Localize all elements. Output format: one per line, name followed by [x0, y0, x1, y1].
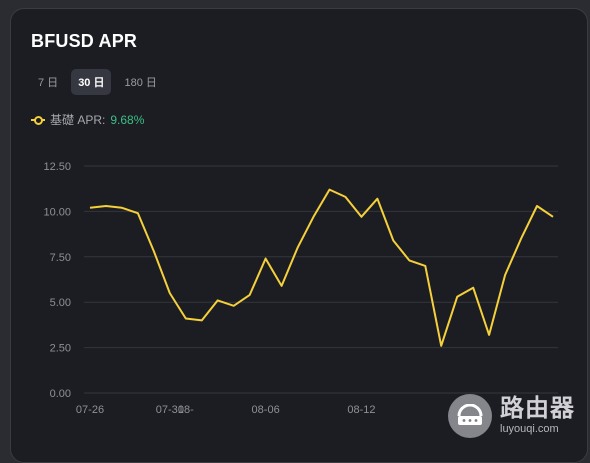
tab-180-days[interactable]: 180 日 [124, 77, 157, 89]
y-tick-label: 7.50 [50, 252, 71, 264]
x-tick-label: 07-26 [76, 404, 104, 416]
card-title: BFUSD APR [31, 31, 138, 51]
y-tick-label: 10.00 [43, 206, 71, 218]
tab-30-days[interactable]: 30 日 [71, 69, 112, 95]
x-tick-label: 08-12 [347, 404, 375, 416]
chart-legend: 基礎 APR: 9.68% [31, 111, 144, 128]
series-line-apr[interactable] [89, 188, 554, 347]
y-tick-label: 12.50 [43, 161, 71, 173]
watermark: 路由器 luyouqi.com [448, 394, 575, 438]
y-tick-label: 0.00 [50, 388, 71, 400]
range-tabs: 7 日 30 日 180 日 [31, 69, 164, 95]
watermark-url: luyouqi.com [500, 423, 559, 435]
x-tick-label: 08- [178, 404, 194, 416]
x-tick-label: 08-06 [252, 404, 280, 416]
watermark-title: 路由器 [500, 395, 575, 422]
legend-label: 基礎 APR: [50, 113, 106, 127]
legend-value: 9.68% [110, 112, 145, 127]
apr-card: BFUSD APR 7 日 30 日 180 日 基礎 APR: 9.68% [10, 8, 588, 463]
x-tick-label: 07-31 [156, 404, 184, 416]
router-logo-icon [448, 394, 492, 438]
y-tick-label: 2.50 [50, 343, 71, 355]
tab-7-days[interactable]: 7 日 [38, 77, 59, 89]
y-tick-label: 5.00 [50, 297, 71, 309]
legend-line-marker-icon [31, 115, 45, 125]
